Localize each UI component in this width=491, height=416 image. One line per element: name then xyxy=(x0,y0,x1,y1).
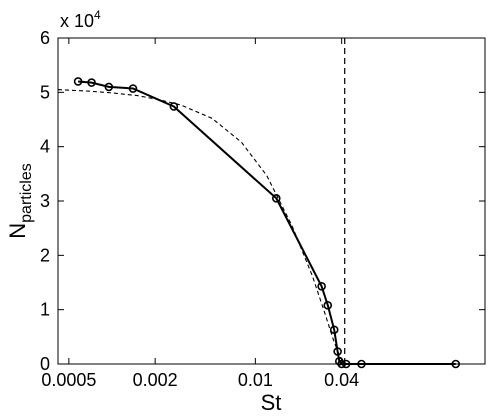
plot-area xyxy=(57,37,486,365)
data-point-marker xyxy=(451,359,461,369)
y-multiplier-prefix: x 10 xyxy=(60,11,94,31)
y-tick-label: 6 xyxy=(40,28,50,48)
data-point-marker xyxy=(73,77,83,86)
data-point-marker xyxy=(337,359,346,369)
y-tick-label: 5 xyxy=(40,82,50,102)
data-point-marker xyxy=(87,78,96,87)
x-tick-label: 0.04 xyxy=(324,370,359,390)
y-tick-label: 2 xyxy=(40,245,50,265)
data-point-marker xyxy=(357,359,366,369)
y-tick-label: 3 xyxy=(40,191,50,211)
data-point-marker xyxy=(329,325,339,335)
y-tick-label: 4 xyxy=(40,137,50,157)
data-point-marker xyxy=(128,84,138,93)
y-axis-label: Nparticles xyxy=(5,163,35,238)
data-point-marker xyxy=(333,347,342,356)
y-tick-label: 0 xyxy=(40,354,50,374)
x-axis-label: St xyxy=(261,390,282,415)
y-axis-label-main: N xyxy=(5,223,30,239)
data-point-marker xyxy=(104,82,114,92)
x-axis-ticks: 0.0005 0.002 0.01 0.04 xyxy=(41,38,359,390)
x-tick-label: 0.002 xyxy=(133,370,178,390)
x-tick-label: 0.0005 xyxy=(41,370,96,390)
y-multiplier-label: x 104 xyxy=(60,8,101,31)
data-point-marker xyxy=(341,359,351,369)
y-axis-ticks: 0 1 2 3 4 5 6 xyxy=(40,28,485,374)
data-point-marker xyxy=(169,102,179,111)
x-tick-label: 0.01 xyxy=(238,370,273,390)
y-multiplier-exponent: 4 xyxy=(94,8,101,22)
dashed-fit-curve xyxy=(57,89,347,365)
y-tick-label: 1 xyxy=(40,300,50,320)
y-axis-label-subscript: particles xyxy=(18,163,35,223)
data-point-marker xyxy=(323,301,333,310)
data-point-marker xyxy=(317,282,326,291)
series-layer xyxy=(57,38,461,369)
